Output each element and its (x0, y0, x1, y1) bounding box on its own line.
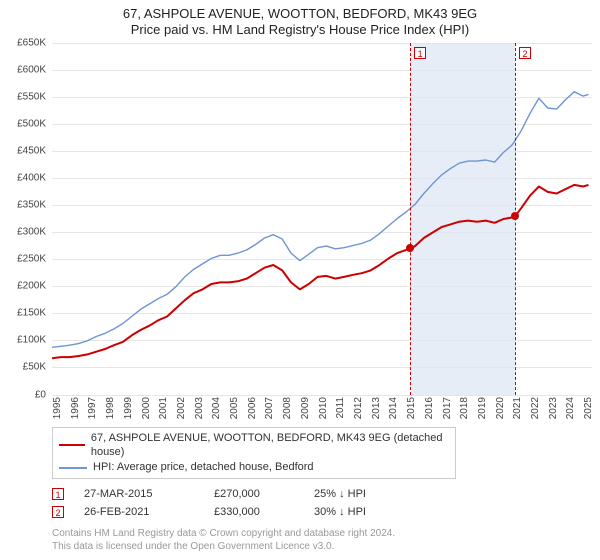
sales-row: 1 27-MAR-2015 £270,000 25% ↓ HPI (52, 485, 592, 503)
chart-container: 67, ASHPOLE AVENUE, WOOTTON, BEDFORD, MK… (0, 0, 600, 560)
y-tick-label: £100K (17, 335, 46, 346)
x-tick-label: 2012 (353, 397, 364, 419)
sale-price: £270,000 (214, 488, 294, 500)
sale-diff: 25% ↓ HPI (314, 488, 414, 500)
y-tick-label: £300K (17, 227, 46, 238)
x-tick-label: 2024 (565, 397, 576, 419)
x-tick-label: 2017 (442, 397, 453, 419)
plot-region: 12 (52, 43, 592, 395)
x-tick-label: 2023 (548, 397, 559, 419)
y-tick-label: £0 (35, 389, 46, 400)
attrib-line: Contains HM Land Registry data © Crown c… (52, 527, 592, 540)
series-price_paid (52, 184, 589, 357)
x-tick-label: 2022 (530, 397, 541, 419)
sale-vline (410, 43, 411, 395)
x-tick-label: 2010 (318, 397, 329, 419)
y-tick-label: £200K (17, 281, 46, 292)
sale-diff: 30% ↓ HPI (314, 506, 414, 518)
x-tick-label: 2003 (194, 397, 205, 419)
x-tick-label: 2016 (424, 397, 435, 419)
chart-area: £0 £50K £100K £150K £200K £250K £300K £350K £400… (8, 43, 592, 423)
legend-item: HPI: Average price, detached house, Bedf… (59, 460, 449, 475)
sale-marker-icon: 1 (52, 488, 64, 500)
y-tick-label: £50K (23, 362, 46, 373)
legend-box: 67, ASHPOLE AVENUE, WOOTTON, BEDFORD, MK… (52, 427, 456, 480)
sale-marker-icon: 1 (414, 47, 426, 59)
legend-swatch (59, 444, 85, 446)
sales-row: 2 26-FEB-2021 £330,000 30% ↓ HPI (52, 503, 592, 521)
x-tick-label: 2011 (335, 397, 346, 419)
y-tick-label: £500K (17, 118, 46, 129)
x-tick-label: 1996 (70, 397, 81, 419)
x-tick-label: 2001 (158, 397, 169, 419)
sale-marker-icon: 2 (519, 47, 531, 59)
legend-label: HPI: Average price, detached house, Bedf… (93, 460, 314, 475)
attrib-line: This data is licensed under the Open Gov… (52, 540, 592, 553)
x-tick-label: 2004 (211, 397, 222, 419)
chart-subtitle: Price paid vs. HM Land Registry's House … (8, 22, 592, 38)
line-layer (52, 43, 592, 395)
sale-date: 27-MAR-2015 (84, 488, 194, 500)
x-tick-label: 1998 (105, 397, 116, 419)
y-tick-label: £550K (17, 91, 46, 102)
x-tick-label: 2013 (371, 397, 382, 419)
x-tick-label: 2008 (282, 397, 293, 419)
x-tick-label: 2025 (583, 397, 594, 419)
x-tick-label: 2005 (229, 397, 240, 419)
x-tick-label: 2006 (247, 397, 258, 419)
y-tick-label: £400K (17, 172, 46, 183)
x-tick-label: 2018 (459, 397, 470, 419)
sale-date: 26-FEB-2021 (84, 506, 194, 518)
attribution: Contains HM Land Registry data © Crown c… (52, 527, 592, 553)
x-axis: 1995 1996 1997 1998 1999 2000 2001 2002 2003 2004… (52, 395, 592, 423)
x-tick-label: 2020 (495, 397, 506, 419)
x-tick-label: 2015 (406, 397, 417, 419)
y-tick-label: £600K (17, 64, 46, 75)
x-tick-label: 2007 (264, 397, 275, 419)
legend-label: 67, ASHPOLE AVENUE, WOOTTON, BEDFORD, MK… (91, 431, 449, 461)
sale-dot (406, 244, 414, 252)
legend-item: 67, ASHPOLE AVENUE, WOOTTON, BEDFORD, MK… (59, 431, 449, 461)
y-tick-label: £150K (17, 308, 46, 319)
sale-dot (511, 212, 519, 220)
legend-swatch (59, 467, 87, 469)
chart-title: 67, ASHPOLE AVENUE, WOOTTON, BEDFORD, MK… (8, 6, 592, 22)
y-tick-label: £350K (17, 199, 46, 210)
y-tick-label: £250K (17, 254, 46, 265)
x-tick-label: 2021 (512, 397, 523, 419)
sale-price: £330,000 (214, 506, 294, 518)
sales-table: 1 27-MAR-2015 £270,000 25% ↓ HPI 2 26-FE… (52, 485, 592, 521)
sale-marker-icon: 2 (52, 506, 64, 518)
x-tick-label: 2009 (300, 397, 311, 419)
x-tick-label: 2014 (388, 397, 399, 419)
x-tick-label: 1999 (123, 397, 134, 419)
x-tick-label: 2019 (477, 397, 488, 419)
x-tick-label: 2002 (176, 397, 187, 419)
y-tick-label: £450K (17, 145, 46, 156)
x-tick-label: 1995 (52, 397, 63, 419)
x-tick-label: 2000 (141, 397, 152, 419)
y-axis: £0£50K£100K£150K£200K£250K£300K£350K£400… (8, 43, 50, 395)
y-tick-label: £650K (17, 37, 46, 48)
series-hpi (52, 91, 589, 347)
x-tick-label: 1997 (87, 397, 98, 419)
